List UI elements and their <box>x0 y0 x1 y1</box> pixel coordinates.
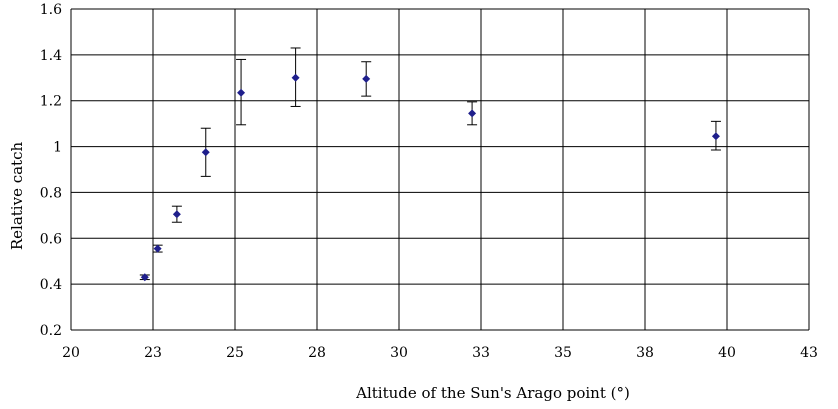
x-tick-labels: 20 23 25 28 30 33 35 38 40 43 <box>62 345 818 361</box>
data-point <box>362 74 371 83</box>
y-tick-label: 0.4 <box>40 277 62 293</box>
data-point <box>172 210 181 219</box>
y-tick-label: 0.2 <box>40 323 62 339</box>
x-tick-label: 40 <box>718 345 736 361</box>
y-tick-labels: 0.2 0.4 0.6 0.8 1 1.2 1.4 1.6 <box>40 2 62 339</box>
x-tick-label: 20 <box>62 345 80 361</box>
y-tick-label: 1.6 <box>40 2 62 18</box>
data-point <box>140 273 149 282</box>
x-tick-label: 25 <box>226 345 244 361</box>
y-axis-label: Relative catch <box>8 142 26 251</box>
data-point <box>153 244 162 253</box>
y-tick-label: 0.8 <box>40 185 62 201</box>
data-point <box>468 109 477 118</box>
x-tick-label: 38 <box>636 345 654 361</box>
data-point <box>237 88 246 97</box>
x-tick-label: 28 <box>308 345 326 361</box>
y-tick-label: 1 <box>53 140 62 156</box>
error-bars <box>139 47 721 281</box>
data-point <box>291 73 300 82</box>
x-tick-label: 35 <box>554 345 572 361</box>
data-points <box>140 73 720 282</box>
grid <box>70 8 810 331</box>
data-point <box>711 132 720 141</box>
y-tick-label: 0.6 <box>40 231 62 247</box>
x-tick-label: 33 <box>472 345 490 361</box>
x-axis-label: Altitude of the Sun's Arago point (°) <box>355 384 630 402</box>
data-point <box>201 148 210 157</box>
x-tick-label: 43 <box>800 345 818 361</box>
y-tick-label: 1.2 <box>40 94 62 110</box>
y-tick-label: 1.4 <box>40 48 62 64</box>
x-tick-label: 30 <box>390 345 408 361</box>
x-tick-label: 23 <box>144 345 162 361</box>
